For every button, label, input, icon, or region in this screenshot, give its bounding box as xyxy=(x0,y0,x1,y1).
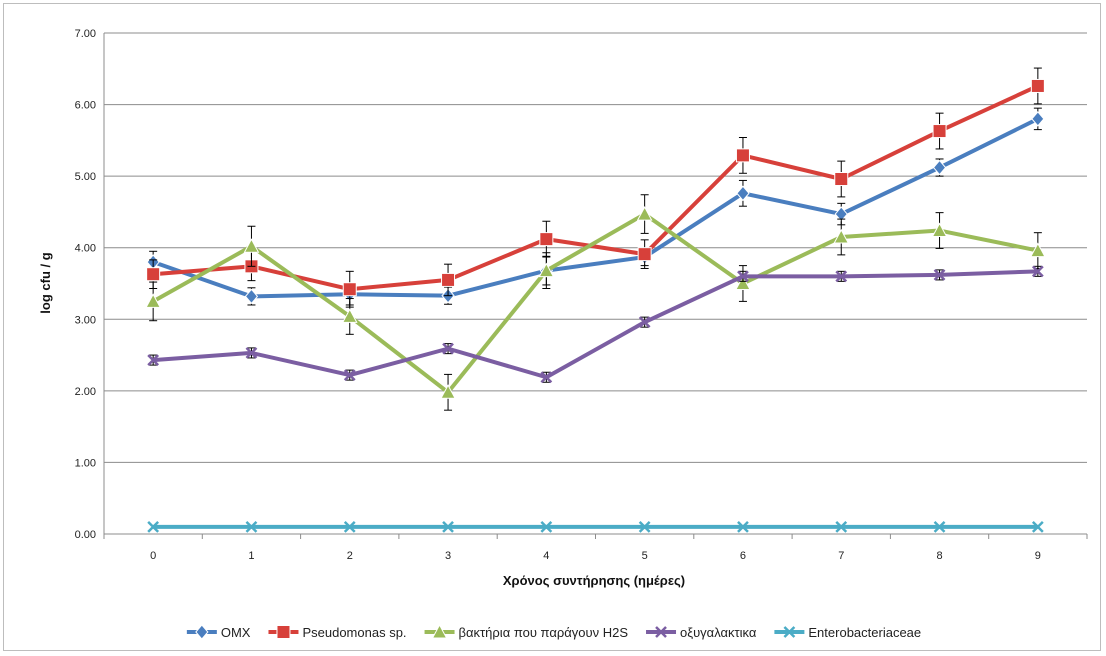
data-point xyxy=(540,520,553,533)
chart-frame xyxy=(3,3,1101,651)
data-point xyxy=(243,238,260,253)
legend: OMX Pseudomonas sp. βακτήρια που παράγουν … xyxy=(186,623,921,640)
data-point xyxy=(638,316,651,329)
legend-item: οξυγαλακτικα xyxy=(646,625,757,640)
data-point xyxy=(835,270,848,283)
data-point xyxy=(1030,242,1046,258)
data-point xyxy=(932,124,947,139)
legend-label: οξυγαλακτικα xyxy=(680,625,757,640)
series-line xyxy=(153,269,1038,380)
legend-label: Pseudomonas sp. xyxy=(302,625,406,640)
y-tick-label: 6.00 xyxy=(75,100,96,112)
data-point xyxy=(737,520,749,533)
data-point xyxy=(442,342,454,355)
x-tick-label: 1 xyxy=(248,550,254,562)
legend-item: Pseudomonas sp. xyxy=(268,625,407,640)
grid-layer xyxy=(104,32,1087,535)
data-point xyxy=(343,520,356,533)
y-tick-label: 7.00 xyxy=(75,28,96,40)
data-point xyxy=(440,384,456,399)
data-point xyxy=(1030,78,1045,93)
data-point xyxy=(835,520,848,533)
y-tick-label: 2.00 xyxy=(75,386,96,398)
x-tick-label: 2 xyxy=(347,550,353,562)
x-tick-label: 8 xyxy=(936,550,942,562)
data-point xyxy=(931,222,948,238)
x-tick-label: 0 xyxy=(150,550,156,562)
axes-layer: 0.00 1.00 2.00 3.00 4.00 5.00 6.00 7.00 0 1 2 3 4 5 6 7… xyxy=(75,28,1088,562)
data-point xyxy=(341,308,358,323)
data-point xyxy=(1031,265,1044,278)
legend-marker xyxy=(195,624,209,640)
data-point xyxy=(245,347,258,359)
series-layer xyxy=(145,67,1046,533)
data-point xyxy=(342,282,357,297)
legend-marker xyxy=(783,626,796,638)
data-point xyxy=(147,354,160,366)
y-tick-label: 5.00 xyxy=(75,171,96,183)
data-point xyxy=(147,520,160,533)
y-axis-title: log cfu / g xyxy=(38,252,53,313)
series-2 xyxy=(145,194,1046,411)
data-point xyxy=(343,369,356,381)
y-tick-label: 1.00 xyxy=(75,457,96,469)
y-tick-label: 0.00 xyxy=(75,529,96,541)
data-point xyxy=(735,275,751,290)
data-point xyxy=(736,185,750,202)
series-line xyxy=(152,84,1039,292)
data-point xyxy=(442,520,454,533)
data-point xyxy=(538,262,555,278)
data-point xyxy=(833,228,850,244)
data-point xyxy=(1031,111,1045,127)
legend-marker xyxy=(655,626,667,638)
x-tick-label: 9 xyxy=(1035,550,1041,562)
data-point xyxy=(244,288,259,305)
data-point xyxy=(1031,520,1044,533)
legend-item: OMX xyxy=(186,624,251,640)
data-point xyxy=(540,371,553,384)
y-tick-label: 3.00 xyxy=(75,314,96,326)
legend-label: Enterobacteriaceae xyxy=(808,625,921,640)
series-line xyxy=(152,117,1039,299)
series-1 xyxy=(146,67,1045,308)
legend-marker xyxy=(276,625,291,639)
data-point xyxy=(441,272,456,287)
series-4 xyxy=(147,520,1044,533)
data-point xyxy=(933,520,946,533)
legend-item: βακτήρια που παράγουν H2S xyxy=(424,623,629,640)
y-tick-label: 4.00 xyxy=(75,243,96,255)
data-point xyxy=(146,267,161,282)
data-point xyxy=(636,206,653,221)
data-point xyxy=(737,270,749,283)
data-point xyxy=(834,172,849,187)
data-point xyxy=(145,293,161,308)
x-tick-label: 4 xyxy=(543,550,549,562)
x-tick-label: 6 xyxy=(740,550,746,562)
data-point xyxy=(637,247,652,262)
legend-marker xyxy=(431,623,448,639)
series-3 xyxy=(147,265,1044,384)
legend-label: βακτήρια που παράγουν H2S xyxy=(459,625,629,640)
data-point xyxy=(735,148,750,163)
x-tick-label: 5 xyxy=(642,550,648,562)
legend-label: OMX xyxy=(221,625,251,640)
x-axis-title: Χρόνος συντήρησης (ημέρες) xyxy=(503,573,685,588)
data-point xyxy=(638,520,651,533)
data-point xyxy=(245,520,258,533)
x-tick-label: 7 xyxy=(838,550,844,562)
data-point xyxy=(932,159,947,176)
x-tick-label: 3 xyxy=(445,550,451,562)
series-line xyxy=(152,212,1039,395)
data-point xyxy=(539,232,554,247)
data-point xyxy=(933,269,946,281)
legend-item: Enterobacteriaceae xyxy=(774,625,921,640)
